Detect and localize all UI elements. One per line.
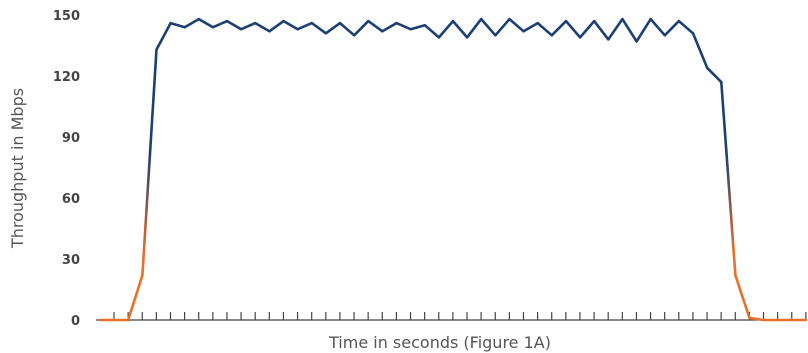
data-point [353, 34, 356, 37]
data-point [691, 32, 695, 35]
data-point [367, 19, 370, 23]
data-point [593, 19, 596, 23]
data-points [98, 17, 808, 322]
data-point [183, 26, 186, 29]
y-tick-label: 90 [62, 131, 80, 146]
x-tick-marks [113, 312, 807, 320]
data-point [804, 318, 808, 322]
data-point [494, 34, 497, 37]
data-point [98, 318, 102, 322]
data-point [141, 274, 144, 277]
data-point [550, 34, 553, 37]
data-point [536, 21, 539, 25]
y-axis-label: Throughput in Mbps [8, 88, 27, 249]
data-point [635, 40, 638, 43]
data-point [451, 19, 455, 23]
data-point [578, 36, 582, 39]
data-point [522, 30, 525, 33]
data-point [197, 17, 200, 21]
data-point [437, 36, 441, 39]
data-point [169, 21, 172, 25]
data-point [310, 21, 313, 25]
throughput-series-line [100, 17, 806, 322]
data-point [423, 24, 426, 27]
data-point [677, 19, 681, 23]
data-point [127, 318, 130, 322]
data-point [338, 21, 342, 25]
y-tick-label: 150 [53, 9, 80, 24]
data-point [155, 48, 158, 51]
y-tick-label: 60 [62, 192, 80, 207]
data-point [225, 19, 229, 23]
data-point [480, 17, 483, 21]
data-point [211, 26, 215, 29]
data-point [240, 28, 243, 31]
y-tick-label: 120 [53, 70, 80, 85]
y-tick-labels: 0 30 60 90 120 150 [53, 9, 80, 329]
data-point [564, 19, 568, 23]
data-point [112, 318, 116, 322]
data-point [409, 28, 412, 31]
data-point [748, 316, 751, 320]
data-point [395, 21, 398, 25]
data-point [776, 318, 779, 322]
data-point [663, 34, 666, 37]
data-point [254, 21, 257, 25]
data-point [762, 318, 765, 322]
y-tick-label: 0 [71, 314, 80, 329]
data-point [282, 19, 285, 23]
data-point [465, 36, 469, 39]
y-tick-label: 30 [62, 253, 80, 268]
data-point [508, 17, 511, 21]
data-point [790, 318, 794, 322]
data-point [621, 17, 624, 21]
data-point [706, 66, 709, 70]
data-point [649, 17, 652, 21]
x-axis-label: Time in seconds (Figure 1A) [328, 333, 551, 352]
data-point [607, 38, 610, 41]
data-point [720, 80, 723, 84]
data-point [268, 30, 271, 33]
data-point [734, 274, 737, 277]
data-point [296, 28, 299, 31]
data-point [324, 32, 328, 35]
data-point [381, 30, 384, 33]
